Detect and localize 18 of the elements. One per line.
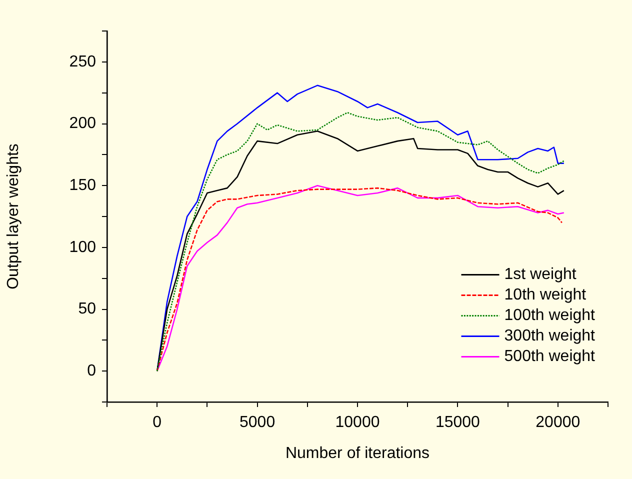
legend-label: 300th weight [504, 328, 596, 345]
y-tick-label: 150 [69, 176, 96, 194]
legend-label: 100th weight [504, 307, 596, 324]
x-axis-title: Number of iterations [285, 444, 430, 462]
y-tick-label: 100 [69, 238, 96, 256]
y-axis-title: Output layer weights [5, 144, 22, 290]
x-tick-label: 0 [152, 414, 162, 432]
x-tick-label: 10000 [335, 414, 380, 432]
y-tick-label: 0 [87, 362, 96, 380]
x-tick-label: 15000 [435, 414, 480, 432]
legend-label: 1st weight [504, 266, 577, 284]
legend-label: 500th weight [504, 348, 596, 366]
x-tick-label: 5000 [240, 414, 276, 432]
legend-label: 10th weight [504, 286, 587, 304]
y-tick-label: 50 [78, 300, 96, 318]
x-tick-label: 20000 [536, 414, 580, 432]
y-tick-label: 250 [69, 53, 96, 70]
y-tick-label: 200 [69, 115, 96, 132]
